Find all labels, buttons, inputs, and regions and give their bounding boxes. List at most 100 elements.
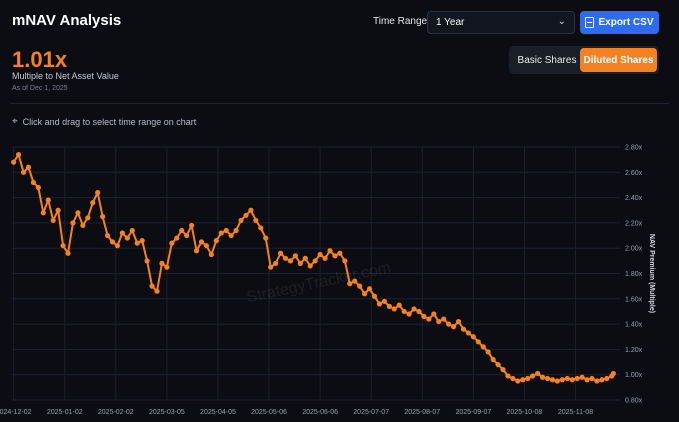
data-point[interactable]	[386, 303, 392, 309]
data-point[interactable]	[11, 159, 17, 165]
data-point[interactable]	[436, 318, 442, 325]
data-point[interactable]	[525, 375, 531, 382]
data-point[interactable]	[475, 339, 481, 345]
data-point[interactable]	[95, 189, 101, 196]
data-point[interactable]	[599, 377, 605, 383]
data-point[interactable]	[109, 239, 116, 245]
data-point[interactable]	[317, 251, 323, 258]
data-point[interactable]	[505, 373, 511, 379]
data-point[interactable]	[124, 235, 130, 241]
data-point[interactable]	[184, 232, 190, 239]
data-point[interactable]	[149, 283, 155, 289]
data-point[interactable]	[60, 243, 66, 249]
data-point[interactable]	[455, 318, 462, 325]
data-point[interactable]	[470, 334, 476, 340]
data-point[interactable]	[203, 243, 210, 249]
data-point[interactable]	[569, 377, 575, 383]
data-point[interactable]	[391, 306, 397, 312]
data-point[interactable]	[584, 377, 590, 383]
diluted-shares-button[interactable]: Diluted Shares	[580, 48, 657, 72]
data-point[interactable]	[273, 260, 279, 266]
data-point[interactable]	[258, 225, 264, 231]
data-point[interactable]	[144, 258, 150, 264]
data-point[interactable]	[277, 250, 284, 256]
data-point[interactable]	[446, 321, 452, 327]
data-point[interactable]	[480, 344, 486, 350]
data-point[interactable]	[228, 232, 234, 239]
data-point[interactable]	[35, 184, 41, 191]
data-point[interactable]	[589, 375, 595, 382]
data-point[interactable]	[302, 255, 308, 261]
data-point[interactable]	[139, 238, 145, 244]
data-point[interactable]	[327, 248, 333, 254]
data-point[interactable]	[322, 255, 328, 261]
data-point[interactable]	[287, 258, 294, 264]
data-point[interactable]	[460, 326, 467, 332]
export-csv-button[interactable]: Export CSV	[580, 11, 659, 34]
data-point[interactable]	[159, 260, 165, 266]
data-point[interactable]	[70, 220, 76, 226]
data-point[interactable]	[559, 377, 565, 383]
data-point[interactable]	[332, 253, 338, 259]
data-point[interactable]	[75, 210, 81, 216]
data-point[interactable]	[164, 264, 170, 270]
data-point[interactable]	[381, 298, 387, 304]
data-point[interactable]	[416, 308, 422, 315]
data-point[interactable]	[342, 258, 348, 264]
data-point[interactable]	[376, 301, 383, 307]
data-point[interactable]	[535, 370, 541, 377]
data-point[interactable]	[233, 227, 239, 234]
data-point[interactable]	[610, 370, 617, 377]
data-point[interactable]	[114, 243, 121, 249]
data-point[interactable]	[213, 238, 219, 244]
data-point[interactable]	[520, 377, 526, 383]
data-point[interactable]	[357, 283, 363, 289]
basic-shares-button[interactable]: Basic Shares	[517, 54, 577, 66]
data-point[interactable]	[65, 250, 71, 256]
data-point[interactable]	[371, 293, 378, 299]
data-point[interactable]	[604, 375, 610, 382]
data-point[interactable]	[15, 151, 22, 158]
data-point[interactable]	[218, 230, 224, 236]
data-point[interactable]	[411, 306, 417, 312]
data-point[interactable]	[292, 253, 299, 259]
data-point[interactable]	[179, 227, 185, 234]
data-point[interactable]	[549, 377, 556, 383]
data-point[interactable]	[450, 324, 457, 330]
data-point[interactable]	[208, 251, 214, 258]
data-point[interactable]	[465, 330, 472, 336]
data-point[interactable]	[238, 217, 244, 223]
data-point[interactable]	[574, 375, 580, 382]
data-point[interactable]	[485, 349, 491, 355]
data-point[interactable]	[530, 373, 536, 379]
data-point[interactable]	[25, 164, 32, 170]
data-point[interactable]	[174, 235, 180, 241]
data-point[interactable]	[90, 200, 96, 206]
data-point[interactable]	[426, 316, 432, 322]
data-point[interactable]	[198, 239, 205, 245]
data-point[interactable]	[401, 308, 407, 315]
data-point[interactable]	[362, 291, 368, 297]
data-point[interactable]	[193, 248, 200, 254]
data-point[interactable]	[243, 212, 249, 218]
data-point[interactable]	[312, 258, 318, 264]
data-point[interactable]	[223, 227, 229, 234]
data-point[interactable]	[352, 278, 358, 284]
data-point[interactable]	[20, 169, 27, 175]
data-point[interactable]	[406, 311, 412, 317]
data-point[interactable]	[515, 378, 521, 384]
time-range-select[interactable]: 1 Year ⌄	[427, 11, 575, 34]
data-point[interactable]	[366, 286, 373, 292]
data-point[interactable]	[169, 240, 175, 246]
data-point[interactable]	[263, 235, 269, 241]
data-point[interactable]	[564, 375, 570, 382]
data-point[interactable]	[119, 230, 125, 236]
data-point[interactable]	[55, 207, 61, 213]
data-point[interactable]	[134, 240, 140, 246]
data-point[interactable]	[253, 217, 259, 223]
data-point[interactable]	[85, 215, 91, 221]
data-point[interactable]	[80, 222, 86, 229]
data-point[interactable]	[248, 207, 254, 213]
data-point[interactable]	[396, 302, 402, 308]
data-point[interactable]	[337, 250, 343, 256]
